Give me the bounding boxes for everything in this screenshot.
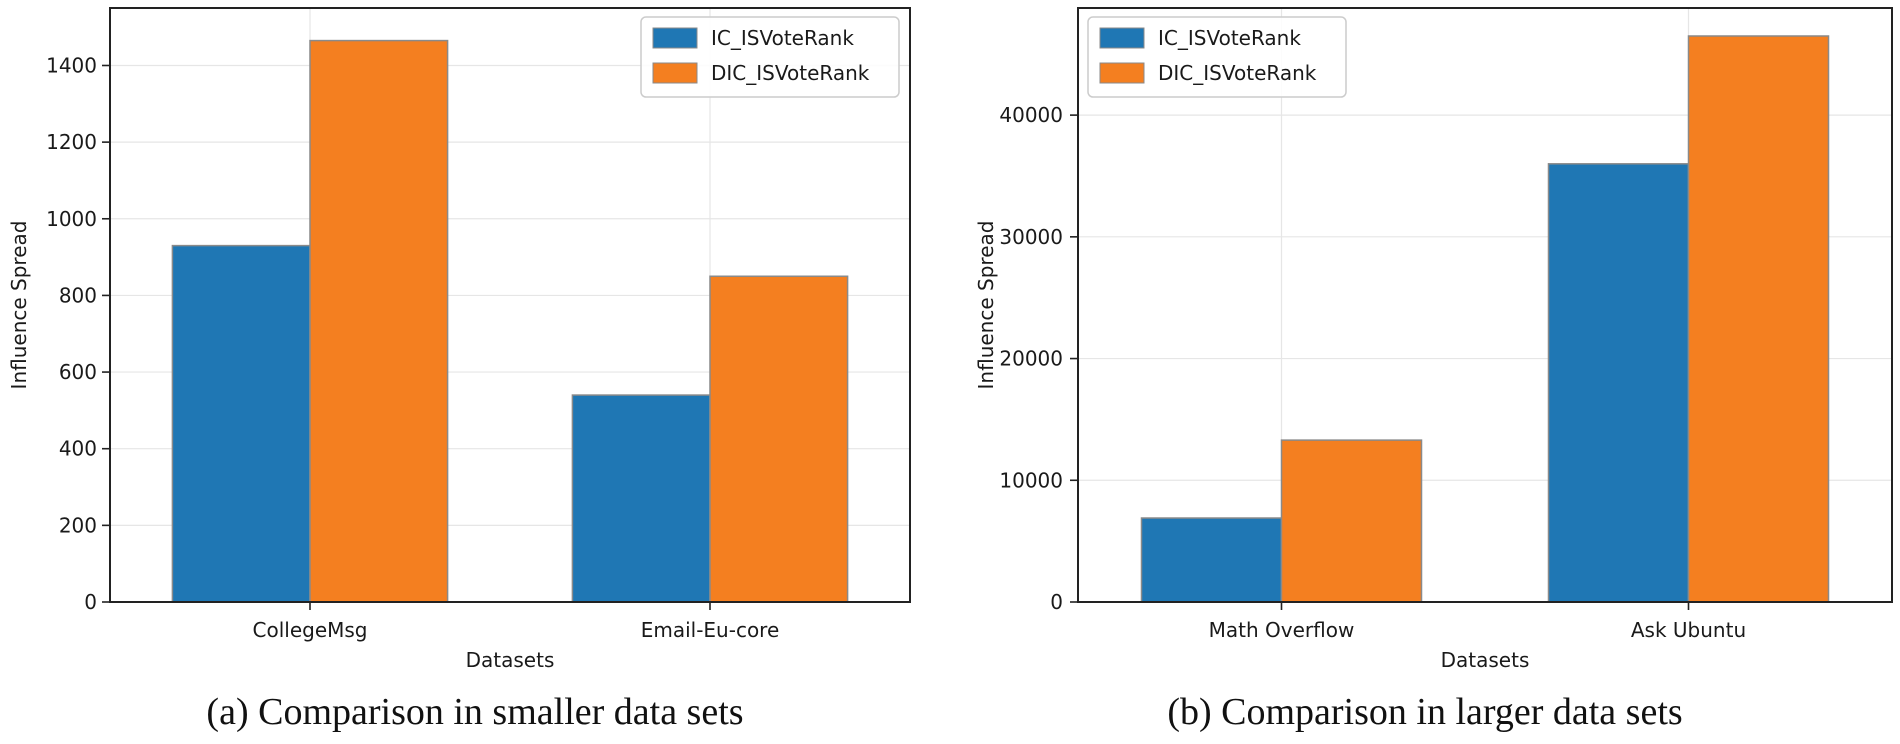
legend: IC_ISVoteRank DIC_ISVoteRank bbox=[1087, 16, 1347, 98]
bar-ic-1 bbox=[1547, 163, 1690, 603]
bar-dic-1 bbox=[709, 275, 849, 603]
plot-frame bbox=[1077, 7, 1893, 603]
bar-ic-0 bbox=[171, 244, 311, 603]
legend-label-dic: DIC_ISVoteRank bbox=[711, 61, 870, 85]
legend-label-ic: IC_ISVoteRank bbox=[711, 26, 854, 50]
legend: IC_ISVoteRank DIC_ISVoteRank bbox=[640, 16, 900, 98]
bar-ic-0 bbox=[1140, 517, 1283, 603]
legend-box bbox=[640, 16, 900, 98]
y-tick-label: 1400 bbox=[46, 53, 97, 77]
x-tick-label: CollegeMsg bbox=[253, 618, 368, 642]
legend-swatch-ic bbox=[1099, 27, 1145, 49]
y-tick-label: 800 bbox=[59, 283, 97, 307]
bar-ic-1 bbox=[571, 394, 711, 603]
y-tick-label: 200 bbox=[59, 513, 97, 537]
plot-frame bbox=[109, 7, 911, 603]
caption-b: (b) Comparison in larger data sets bbox=[1167, 691, 1683, 733]
y-tick-label: 0 bbox=[84, 590, 97, 614]
legend-swatch-dic bbox=[1099, 62, 1145, 84]
y-tick-label: 1200 bbox=[46, 130, 97, 154]
x-axis-label: Datasets bbox=[1441, 648, 1530, 672]
y-tick-label: 10000 bbox=[999, 468, 1063, 492]
y-tick-label: 30000 bbox=[999, 225, 1063, 249]
y-tick-label: 600 bbox=[59, 360, 97, 384]
chart-larger-datasets: 0 10000 20000 30000 40000 Math Overflow Ask Ub… bbox=[974, 7, 1893, 672]
legend-swatch-dic bbox=[652, 62, 698, 84]
caption-a: (a) Comparison in smaller data sets bbox=[206, 691, 744, 733]
y-tick-label: 0 bbox=[1050, 590, 1063, 614]
x-tick-label: Email-Eu-core bbox=[641, 618, 780, 642]
y-tick-label: 400 bbox=[59, 437, 97, 461]
y-tick-label: 20000 bbox=[999, 347, 1063, 371]
y-axis-label: Influence Spread bbox=[7, 221, 31, 390]
x-axis-label: Datasets bbox=[466, 648, 555, 672]
legend-label-ic: IC_ISVoteRank bbox=[1158, 26, 1301, 50]
chart-smaller-datasets: 0 200 400 600 800 1000 1200 1400 CollegeMsg Email… bbox=[7, 7, 911, 672]
legend-box bbox=[1087, 16, 1347, 98]
bar-dic-0 bbox=[309, 39, 449, 603]
bar-dic-0 bbox=[1280, 439, 1423, 603]
bar-dic-1 bbox=[1687, 35, 1830, 603]
y-tick-label: 1000 bbox=[46, 207, 97, 231]
x-tick-label: Ask Ubuntu bbox=[1631, 618, 1746, 642]
x-tick-label: Math Overflow bbox=[1209, 618, 1355, 642]
legend-swatch-ic bbox=[652, 27, 698, 49]
y-axis-label: Influence Spread bbox=[974, 221, 998, 390]
legend-label-dic: DIC_ISVoteRank bbox=[1158, 61, 1317, 85]
y-tick-label: 40000 bbox=[999, 103, 1063, 127]
